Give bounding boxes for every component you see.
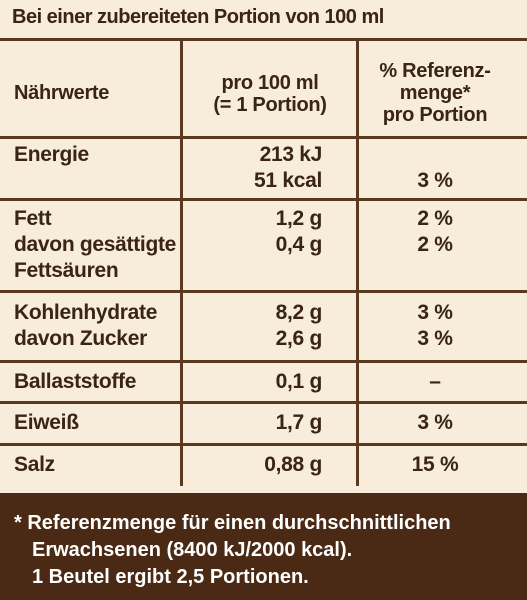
column-divider-2 bbox=[356, 40, 359, 486]
salz-value: 0,88 g bbox=[264, 453, 322, 476]
column-divider-1 bbox=[180, 40, 183, 486]
row-kohlenhydrate-label: Kohlenhydrate davon Zucker bbox=[14, 300, 157, 352]
eiweiss-value: 1,7 g bbox=[275, 411, 323, 434]
row-energie-label: Energie bbox=[14, 142, 89, 168]
fettsaeuren-label: Fettsäuren bbox=[14, 259, 119, 282]
header-ref-line1: % Referenz- bbox=[379, 60, 491, 82]
divider bbox=[0, 290, 527, 293]
energie-percent: 3 % bbox=[417, 169, 453, 192]
label-title: Bei einer zubereiteten Portion von 100 m… bbox=[12, 6, 384, 28]
salz-percent: 15 % bbox=[411, 453, 459, 476]
ballaststoffe-label: Ballaststoffe bbox=[14, 370, 137, 393]
kohlenhydrate-label: Kohlenhydrate bbox=[14, 301, 158, 324]
row-fett-label: Fett davon gesättigte Fettsäuren bbox=[14, 206, 176, 284]
footnote-line2: Erwachsenen (8400 kJ/2000 kcal). bbox=[32, 539, 353, 561]
energie-label: Energie bbox=[14, 143, 89, 166]
gesaettigte-value: 0,4 g bbox=[275, 233, 323, 256]
header-pro-100ml: pro 100 ml (= 1 Portion) bbox=[182, 72, 358, 116]
header-ref-line2: menge* bbox=[399, 82, 471, 104]
fett-percent: 2 % bbox=[417, 207, 453, 230]
header-referenzmenge: % Referenz- menge* pro Portion bbox=[356, 60, 514, 126]
footnote-line1: * Referenzmenge für einen durchschnittli… bbox=[14, 512, 451, 534]
divider bbox=[0, 136, 527, 139]
divider bbox=[0, 443, 527, 446]
kohlenhydrate-percent: 3 % bbox=[417, 301, 453, 324]
header-pro-100ml-line1: pro 100 ml bbox=[221, 72, 319, 94]
row-fett-value: 1,2 g 0,4 g bbox=[182, 206, 323, 258]
eiweiss-percent: 3 % bbox=[417, 411, 453, 434]
zucker-value: 2,6 g bbox=[275, 327, 323, 350]
zucker-percent: 3 % bbox=[417, 327, 453, 350]
divider bbox=[0, 38, 527, 41]
row-kohlenhydrate-value: 8,2 g 2,6 g bbox=[182, 300, 323, 352]
energie-kj: 213 kJ bbox=[259, 143, 323, 166]
row-fett-percent: 2 % 2 % bbox=[356, 206, 514, 258]
fett-value: 1,2 g bbox=[275, 207, 323, 230]
fett-label: Fett bbox=[14, 207, 52, 230]
kohlenhydrate-value: 8,2 g bbox=[275, 301, 323, 324]
ballaststoffe-percent: – bbox=[429, 370, 441, 393]
header-ref-line3: pro Portion bbox=[382, 104, 488, 126]
footnote-text: * Referenzmenge für einen durchschnittli… bbox=[14, 510, 451, 591]
footnote-line3: 1 Beutel ergibt 2,5 Portionen. bbox=[32, 566, 309, 588]
divider bbox=[0, 401, 527, 404]
row-energie-percent: 3 % bbox=[356, 168, 514, 194]
gesaettigte-percent: 2 % bbox=[417, 233, 453, 256]
salz-label: Salz bbox=[14, 453, 55, 476]
footer-notch-shape bbox=[0, 493, 527, 516]
header-naehrwerte: Nährwerte bbox=[14, 82, 110, 104]
divider bbox=[0, 360, 527, 363]
gesaettigte-label: davon gesättigte bbox=[14, 233, 177, 256]
eiweiss-label: Eiweiß bbox=[14, 411, 79, 434]
row-energie-value: 213 kJ 51 kcal bbox=[182, 142, 322, 194]
energie-kcal: 51 kcal bbox=[254, 169, 322, 192]
header-pro-100ml-line2: (= 1 Portion) bbox=[213, 94, 327, 116]
divider bbox=[0, 198, 527, 201]
ballaststoffe-value: 0,1 g bbox=[275, 370, 323, 393]
zucker-label: davon Zucker bbox=[14, 327, 147, 350]
row-kohlenhydrate-percent: 3 % 3 % bbox=[356, 300, 514, 352]
